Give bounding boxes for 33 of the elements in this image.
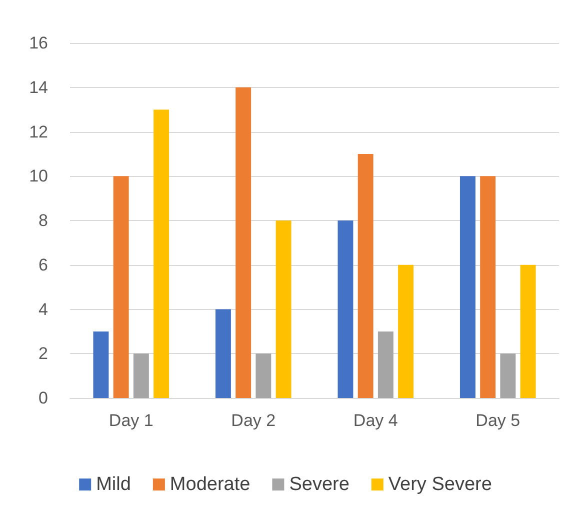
bar (378, 331, 394, 398)
bar (256, 354, 272, 398)
bar (154, 110, 170, 398)
y-tick-label: 16 (29, 34, 48, 52)
x-tick-label: Day 5 (476, 411, 520, 430)
x-tick-label: Day 4 (353, 411, 398, 430)
legend-label: Severe (289, 474, 350, 495)
bar (93, 331, 109, 398)
y-tick-label: 2 (38, 344, 48, 364)
legend-label: Mild (96, 474, 131, 495)
y-tick-label: 4 (38, 300, 48, 319)
bar (133, 354, 149, 398)
bar (460, 176, 476, 398)
y-tick-label: 6 (38, 255, 48, 274)
legend-label: Moderate (170, 474, 250, 495)
bar (520, 264, 536, 398)
y-tick-label: 8 (38, 211, 48, 230)
bar (276, 220, 292, 398)
bar (113, 176, 129, 398)
bar (398, 264, 414, 398)
bar (500, 354, 516, 398)
bar (215, 309, 231, 398)
y-tick-label: 14 (29, 78, 48, 97)
bar (480, 176, 496, 398)
bar (236, 87, 252, 398)
y-tick-label: 12 (29, 122, 48, 142)
legend-label: Very Severe (388, 474, 492, 495)
y-tick-label: 0 (38, 388, 48, 408)
x-tick-label: Day 1 (108, 411, 154, 430)
bar (338, 220, 354, 398)
y-tick-label: 10 (29, 166, 48, 186)
bar (358, 154, 374, 398)
x-tick-label: Day 2 (231, 411, 276, 430)
